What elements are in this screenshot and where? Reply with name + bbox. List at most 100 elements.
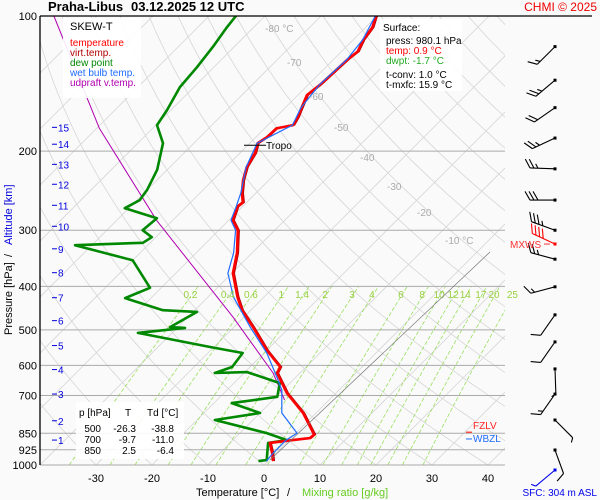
wind-barb	[530, 313, 557, 336]
table-row: 850 2.5 -6.4	[84, 446, 174, 457]
isotherm	[151, 111, 505, 465]
table-header-p: p [hPa]	[79, 408, 111, 419]
wind-barb-staff	[529, 167, 556, 170]
wind-barb-feather	[530, 333, 541, 336]
wind-barb	[553, 448, 565, 482]
surface-elevation: SFC: 304 m ASL	[523, 488, 598, 499]
surface-box	[380, 19, 462, 91]
virtual-temperature-line	[233, 16, 378, 462]
wind-barb-staff	[554, 368, 557, 394]
legend-dew-point: dew point	[70, 58, 113, 69]
pressure-tick-label: 200	[19, 146, 37, 158]
isotherm	[431, 391, 505, 465]
wind-barb-station-dot	[553, 285, 557, 289]
wind-barb-feather	[530, 223, 533, 234]
wind-barb-station-dot	[553, 228, 557, 232]
mxws-label: MXWS	[510, 240, 541, 251]
wind-barb-station-dot	[553, 418, 557, 422]
wind-barb-station-dot	[553, 448, 557, 452]
y-axis-title: Pressure [hPa] / Altitude [km]	[3, 184, 15, 335]
x-axis-title-mixing: Mixing ratio [g/kg]	[302, 487, 388, 499]
mixing-ratio-label: 4	[369, 290, 375, 301]
wind-barb-feather	[526, 92, 537, 97]
surface-dwpt: dwpt: -1.7 °C	[386, 56, 444, 67]
mixing-ratio-line	[322, 286, 429, 465]
wind-barb-feather	[525, 117, 535, 123]
wind-barb-staff	[530, 252, 556, 260]
mixing-ratio-label: 20	[488, 290, 500, 301]
isotherm-label: -30	[387, 182, 402, 193]
wind-barb-half-feather	[537, 88, 543, 92]
altitude-tick-label: 7	[58, 294, 64, 305]
wbzl-label: WBZL	[473, 434, 501, 445]
legend-temperature: temperature	[70, 38, 124, 49]
wind-barb-half-feather	[535, 59, 541, 62]
altitude-tick-label: 11	[58, 201, 69, 212]
altitude-tick-label: 13	[58, 160, 70, 171]
altitude-tick-label: 14	[58, 140, 70, 151]
y-axis-title-pressure: Pressure [hPa]	[3, 262, 15, 335]
wind-barb-staff	[554, 419, 574, 439]
altitude-tick-label: 9	[58, 245, 64, 256]
dry-adiabat	[293, 16, 505, 243]
wet-bulb-temp-line	[227, 16, 376, 462]
altitude-tick-label: 6	[58, 317, 64, 328]
legend-title: SKEW-T	[70, 21, 113, 33]
surface-info: Surface: press: 980.1 hPa temp: 0.9 °C d…	[380, 19, 462, 91]
surface-title: Surface:	[383, 23, 420, 34]
wind-barb-feather	[524, 158, 531, 169]
wind-barb-station-dot	[553, 468, 557, 472]
temperature-tick-label: 40	[482, 473, 494, 485]
date-time: 03.12.2025 12 UTC	[131, 0, 245, 14]
isotherm	[40, 16, 378, 354]
isotherm-label: -60	[309, 92, 324, 103]
mixing-ratio-label: 17	[475, 290, 487, 301]
isotherm	[534, 0, 600, 475]
temperature-tick-label: 10	[314, 473, 326, 485]
wind-barb-station-dot	[553, 167, 557, 171]
dry-adiabat	[177, 16, 505, 374]
surface-tconv: t-conv: 1.0 °C	[386, 70, 447, 81]
wind-barb-feather	[527, 242, 532, 253]
altitude-tick-label: 5	[58, 342, 64, 353]
wind-barb-station-dot	[553, 106, 557, 110]
wind-barb	[524, 191, 557, 202]
tropopause-label: Tropo	[266, 141, 292, 152]
wind-barb-feather	[541, 228, 544, 239]
wind-barb-staff	[554, 449, 565, 474]
mixing-ratio-line	[215, 286, 333, 465]
mixing-ratio-line	[167, 286, 289, 465]
wind-barb-station-dot	[553, 136, 557, 140]
wind-barb-feather	[531, 243, 536, 254]
legend-wet-bulb: wet bulb temp.	[69, 68, 135, 79]
mixing-ratio-line	[356, 286, 460, 465]
wind-barb-station-dot	[553, 242, 557, 246]
temperature-tick-label: -10	[200, 473, 216, 485]
table-cell: -26.3	[113, 424, 136, 435]
wind-barb-feather	[530, 360, 541, 363]
pressure-tick-label: 300	[19, 225, 37, 237]
fzlv-label: FZLV	[473, 421, 497, 432]
wind-barb	[524, 158, 557, 171]
dew-point-line	[73, 16, 288, 463]
isotherm	[40, 16, 210, 186]
surface-tmxfc: t-mxfc: 15.9 °C	[386, 80, 452, 91]
legend-box	[63, 18, 141, 98]
temperature-tick-label: -20	[144, 473, 160, 485]
table-header-td: Td [°C]	[147, 408, 178, 419]
altitude-tick-label: 3	[58, 390, 64, 401]
table-cell: -6.4	[157, 446, 175, 457]
wind-barb-feather	[532, 213, 536, 224]
axis-labels: 0.2 0.4 0.6 1 1.4 2 3 4 6 8 10 12 14 17 20 25-80 °C-70-…	[13, 11, 519, 485]
dry-adiabat	[235, 16, 505, 308]
x-axis-separator: /	[287, 487, 291, 499]
wind-barb	[529, 211, 557, 232]
wind-barb-staff	[536, 46, 556, 65]
table-row: 500 -26.3 -38.8	[84, 424, 174, 435]
isotherm	[319, 279, 505, 465]
table-box	[76, 402, 184, 459]
wind-barb-staff	[534, 107, 556, 123]
wind-barb-station-dot	[553, 367, 557, 371]
wind-barb-feather	[538, 226, 541, 237]
wind-barb	[527, 242, 557, 261]
